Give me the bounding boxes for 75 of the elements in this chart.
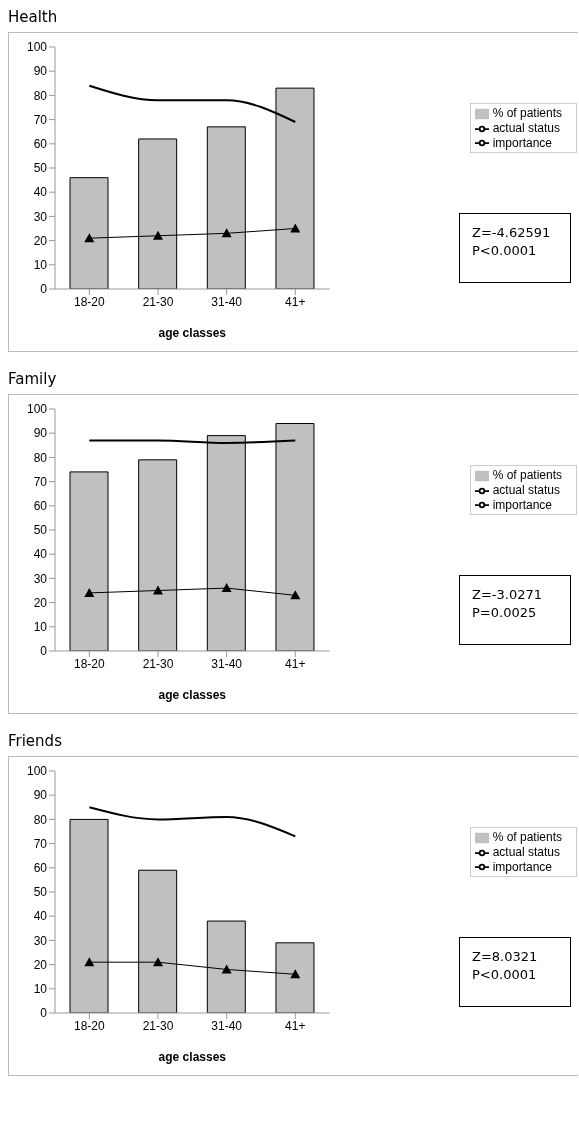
y-tick-label: 30 bbox=[33, 933, 48, 948]
y-tick-label: 50 bbox=[33, 885, 48, 900]
point bbox=[290, 969, 301, 979]
point bbox=[84, 233, 95, 243]
y-tick-label: 90 bbox=[33, 788, 48, 803]
y-tick-label: 90 bbox=[33, 426, 48, 441]
x-tick-label: 31-40 bbox=[211, 294, 243, 309]
x-axis-title: age classes bbox=[158, 326, 227, 340]
y-tick-label: 20 bbox=[33, 595, 48, 610]
y-tick-label: 100 bbox=[26, 40, 48, 55]
point bbox=[152, 230, 163, 240]
x-tick-label: 31-40 bbox=[211, 1018, 243, 1033]
text: P=0.0025 bbox=[472, 604, 538, 622]
legend-label: % of patients bbox=[492, 830, 562, 844]
x-tick-label: 21-30 bbox=[142, 294, 174, 309]
y-tick-label: 10 bbox=[33, 258, 48, 273]
x-tick-label: 18-20 bbox=[73, 1018, 105, 1033]
y-tick-label: 50 bbox=[33, 161, 48, 176]
text: Z=-4.62591 bbox=[472, 224, 552, 242]
legend-label: importance bbox=[492, 135, 552, 150]
y-tick-label: 30 bbox=[33, 209, 48, 224]
line-series bbox=[88, 806, 297, 838]
y-tick-label: 20 bbox=[33, 233, 48, 248]
x-tick-label: 21-30 bbox=[142, 656, 174, 671]
point bbox=[221, 964, 232, 974]
legend-label: % of patients bbox=[492, 106, 562, 120]
x-tick-label: 18-20 bbox=[73, 656, 105, 671]
y-tick-label: 70 bbox=[33, 836, 48, 851]
y-tick-label: 40 bbox=[33, 547, 48, 562]
legend-label: % of patients bbox=[492, 468, 562, 482]
text: P<0.0001 bbox=[472, 966, 538, 984]
y-tick-label: 30 bbox=[33, 571, 48, 586]
y-tick-label: 100 bbox=[26, 764, 48, 779]
chart-title: Health bbox=[8, 8, 59, 26]
legend-label: actual status bbox=[492, 482, 560, 497]
y-tick-label: 20 bbox=[33, 957, 48, 972]
point bbox=[290, 223, 301, 233]
y-tick-label: 40 bbox=[33, 185, 48, 200]
x-tick-label: 41+ bbox=[285, 1018, 306, 1033]
y-tick-label: 40 bbox=[33, 909, 48, 924]
legend-label: importance bbox=[492, 859, 552, 874]
legend-label: importance bbox=[492, 497, 552, 512]
legend-label: actual status bbox=[492, 120, 560, 135]
y-tick-label: 70 bbox=[33, 112, 48, 127]
x-tick-label: 41+ bbox=[285, 656, 306, 671]
y-tick-label: 0 bbox=[40, 644, 48, 659]
y-tick-label: 70 bbox=[33, 474, 48, 489]
y-tick-label: 0 bbox=[40, 282, 48, 297]
x-tick-label: 41+ bbox=[285, 294, 306, 309]
y-tick-label: 80 bbox=[33, 450, 48, 465]
y-tick-label: 90 bbox=[33, 64, 48, 79]
y-tick-label: 50 bbox=[33, 523, 48, 538]
x-axis-title: age classes bbox=[158, 688, 227, 702]
y-tick-label: 10 bbox=[33, 982, 48, 997]
y-tick-label: 60 bbox=[33, 137, 48, 152]
chart-title: Family bbox=[8, 370, 58, 388]
x-tick-label: 21-30 bbox=[142, 1018, 174, 1033]
y-tick-label: 60 bbox=[33, 861, 48, 876]
text: Z=8.0321 bbox=[472, 948, 539, 966]
text: Z=-3.0271 bbox=[472, 586, 543, 604]
y-tick-label: 100 bbox=[26, 402, 48, 417]
point bbox=[84, 957, 95, 967]
x-tick-label: 18-20 bbox=[73, 294, 105, 309]
text: P<0.0001 bbox=[472, 242, 538, 260]
y-tick-label: 80 bbox=[33, 812, 48, 827]
x-tick-label: 31-40 bbox=[211, 656, 243, 671]
chart-title: Friends bbox=[8, 732, 63, 750]
x-axis-title: age classes bbox=[158, 1050, 227, 1064]
y-tick-label: 60 bbox=[33, 499, 48, 514]
point bbox=[152, 957, 163, 967]
y-tick-label: 0 bbox=[40, 1006, 48, 1021]
point bbox=[221, 228, 232, 238]
y-tick-label: 10 bbox=[33, 620, 48, 635]
y-tick-label: 80 bbox=[33, 88, 48, 103]
legend-label: actual status bbox=[492, 844, 560, 859]
